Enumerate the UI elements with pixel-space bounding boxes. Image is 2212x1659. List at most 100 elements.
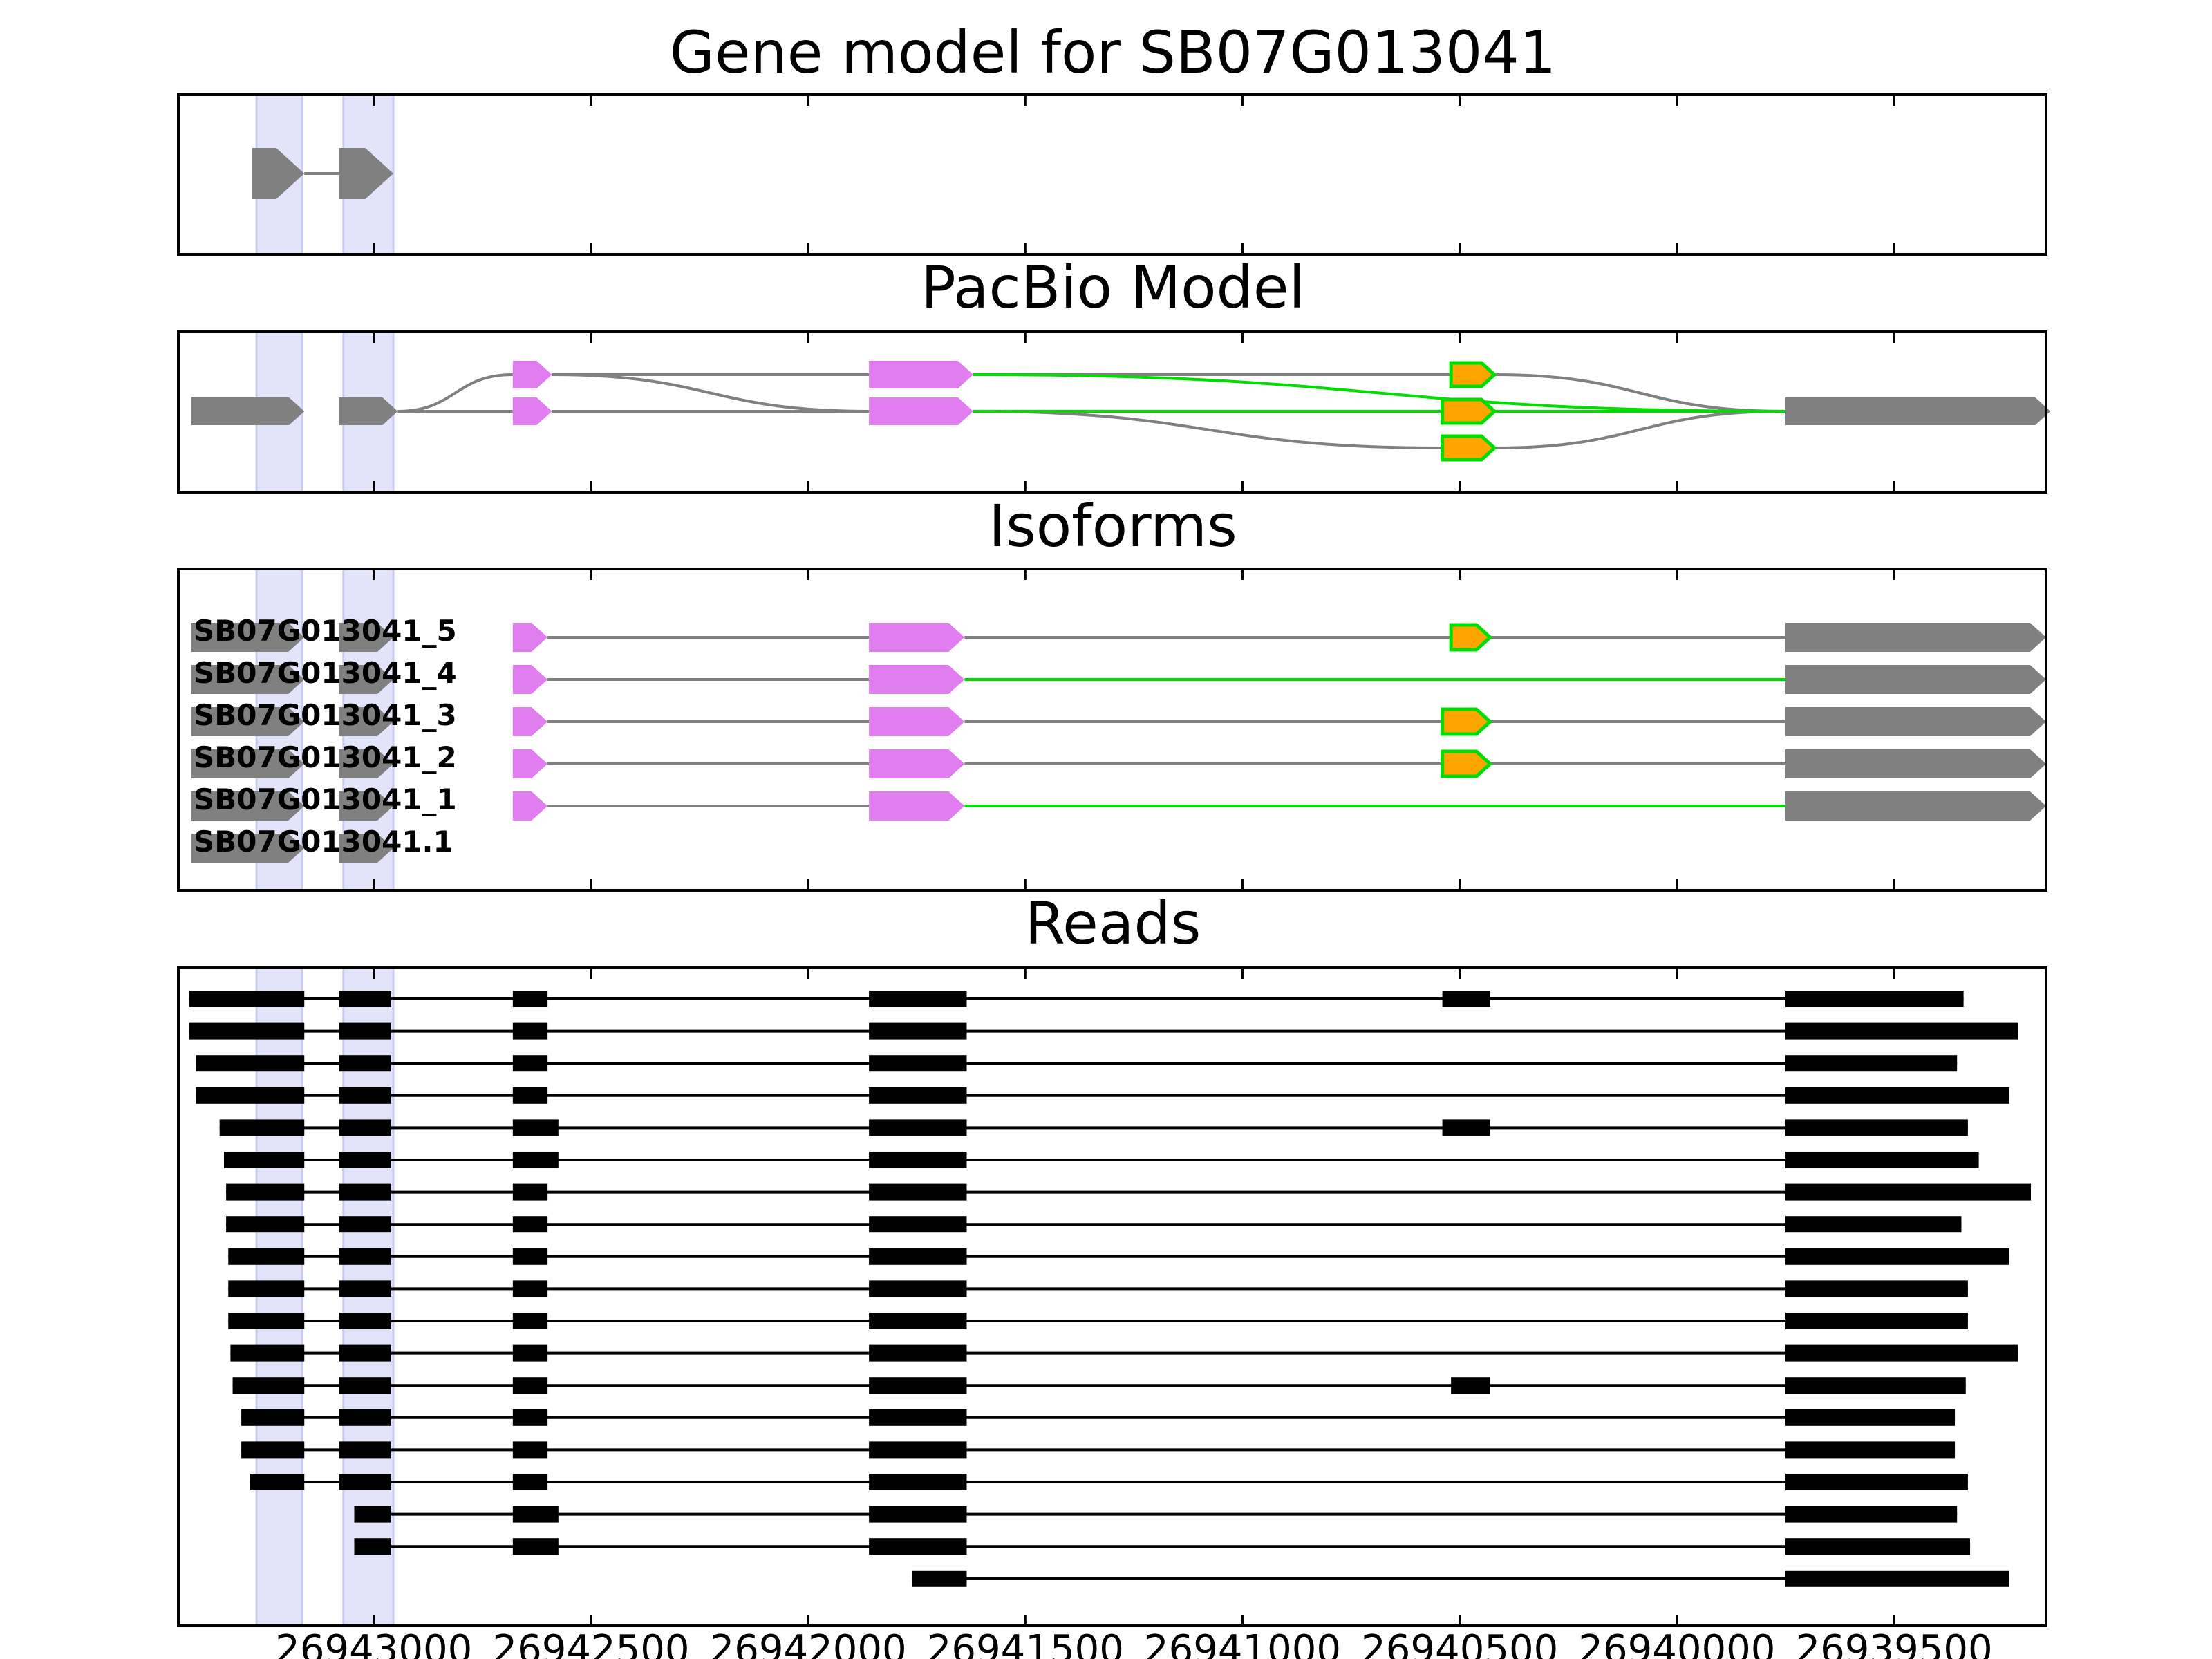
- x-axis: 26943000 26942500 26942000 26941500 26941000…: [275, 1627, 1992, 1659]
- read-block: [1785, 1119, 1968, 1136]
- x-tick-label: 26940500: [1361, 1627, 1558, 1659]
- read-block: [1785, 1474, 1968, 1490]
- read-row: [250, 1474, 1968, 1490]
- read-block: [354, 1538, 391, 1555]
- read-block: [339, 1119, 391, 1136]
- isoform-start-exon: [191, 834, 305, 863]
- read-block: [1785, 991, 1964, 1007]
- isoform-novel-exon: [1449, 623, 1493, 652]
- read-block: [1442, 1119, 1490, 1136]
- read-block: [512, 1344, 548, 1362]
- read-block: [339, 1087, 391, 1104]
- pacbio-novel-junction: [973, 373, 1785, 413]
- isoform-alt-exon: [869, 749, 965, 778]
- read-block: [1785, 1087, 2009, 1104]
- read-block: [512, 991, 548, 1007]
- read-block: [869, 1441, 967, 1459]
- read-block: [512, 1183, 548, 1201]
- read-block: [869, 1087, 967, 1104]
- isoform-alt-exon: [869, 623, 965, 652]
- read-block: [339, 1280, 391, 1297]
- isoform-end-exon: [1785, 749, 2046, 778]
- read-block: [1785, 1055, 1958, 1072]
- read-block: [869, 1313, 967, 1329]
- read-block: [339, 1313, 391, 1329]
- read-block: [250, 1474, 305, 1490]
- isoform-end-exon: [1785, 707, 2046, 736]
- read-row: [226, 1216, 1962, 1233]
- isoform-label: SB07G013041.1: [194, 825, 453, 859]
- read-block: [512, 1022, 548, 1040]
- read-block: [869, 1055, 967, 1072]
- isoform-start-exon: [339, 791, 394, 821]
- read-block: [869, 1538, 967, 1555]
- read-block: [512, 1409, 548, 1426]
- isoform-row: SB07G013041_2: [191, 740, 2046, 778]
- read-block: [1785, 1152, 1979, 1168]
- isoform-start-exon: [339, 749, 394, 778]
- read-block: [512, 1119, 559, 1136]
- isoform-end-exon: [1785, 665, 2046, 694]
- read-block: [1785, 1216, 1962, 1233]
- read-row: [196, 1055, 1958, 1072]
- pacbio-model-frame: [177, 330, 2047, 494]
- isoform-start-exon: [191, 791, 305, 821]
- read-block: [226, 1216, 305, 1233]
- pacbio-junction: [397, 373, 513, 413]
- isoform-start-exon: [191, 623, 305, 652]
- read-block: [1785, 1441, 1956, 1459]
- isoforms-panel: SB07G013041_5 SB07G013041_4 SB07G013041_3 S…: [177, 568, 2047, 892]
- read-row: [228, 1248, 2009, 1265]
- read-block: [512, 1538, 559, 1555]
- isoform-alt-exon: [512, 707, 548, 736]
- read-block: [223, 1152, 305, 1168]
- isoforms-title: Isoforms: [988, 492, 1237, 560]
- pacbio-alt-exon: [512, 361, 552, 388]
- read-row: [226, 1183, 2032, 1201]
- read-block: [512, 1248, 548, 1265]
- pacbio-alt-exon: [869, 397, 973, 425]
- x-tick-label: 26940000: [1578, 1627, 1775, 1659]
- isoform-start-exon: [339, 707, 394, 736]
- x-tick-label: 26941500: [927, 1627, 1124, 1659]
- isoform-start-exon: [191, 665, 305, 694]
- read-block: [241, 1409, 305, 1426]
- read-block: [869, 1216, 967, 1233]
- pacbio-model-title: PacBio Model: [921, 254, 1305, 321]
- pacbio-junction: [1494, 410, 1785, 449]
- read-block: [1785, 1570, 2009, 1587]
- isoform-start-exon: [191, 749, 305, 778]
- read-block: [512, 1441, 548, 1459]
- read-block: [912, 1570, 967, 1587]
- pacbio-exon: [339, 397, 398, 425]
- isoform-alt-exon: [869, 791, 965, 821]
- x-tick-label: 26942500: [492, 1627, 689, 1659]
- gene-model-frame: [177, 93, 2047, 256]
- read-block: [869, 1022, 967, 1040]
- reads-frame: [177, 966, 2047, 1627]
- read-block: [339, 1152, 391, 1168]
- isoform-end-exon: [1785, 623, 2046, 652]
- read-block: [1785, 1183, 2032, 1201]
- read-block: [339, 991, 391, 1007]
- read-block: [228, 1313, 305, 1329]
- isoform-row: SB07G013041_3: [191, 698, 2046, 736]
- isoform-label: SB07G013041_1: [194, 782, 457, 816]
- read-block: [512, 1216, 548, 1233]
- gene-exon: [339, 148, 394, 199]
- read-row: [228, 1313, 1968, 1329]
- pacbio-alt-exon: [869, 361, 973, 388]
- x-tick-label: 26942000: [710, 1627, 907, 1659]
- pacbio-novel-exon: [1441, 397, 1497, 425]
- read-block: [189, 1022, 305, 1040]
- read-block: [354, 1506, 391, 1523]
- read-block: [339, 1055, 391, 1072]
- read-block: [869, 1119, 967, 1136]
- read-block: [512, 1280, 548, 1297]
- read-block: [869, 1183, 967, 1201]
- isoform-alt-exon: [512, 665, 548, 694]
- read-block: [1785, 1280, 1968, 1297]
- read-block: [339, 1377, 391, 1394]
- read-row: [228, 1280, 1968, 1297]
